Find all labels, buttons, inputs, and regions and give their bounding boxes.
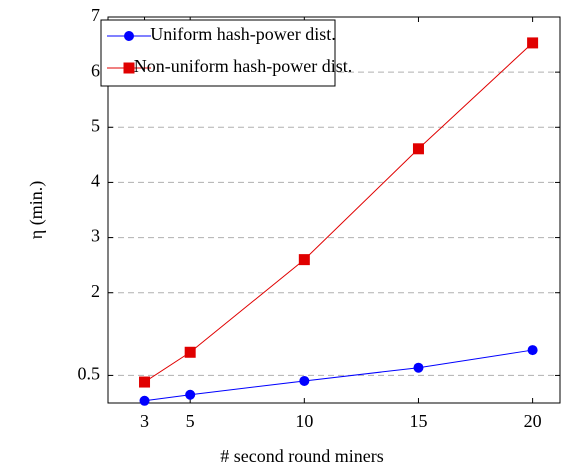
x-tick-label: 10 [295,411,313,431]
plot-frame [107,16,561,404]
x-tick-label: 20 [524,411,542,431]
x-axis-label: # second round miners [220,446,383,466]
x-tick-label: 5 [186,411,195,431]
legend-label: Non-uniform hash-power dist. [134,56,352,76]
y-tick-label: 3 [91,226,100,246]
y-axis-label: η (min.) [26,181,47,239]
legend-label: Uniform hash-power dist. [150,24,335,44]
data-point [527,37,539,49]
y-tick-label: 6 [91,60,100,80]
y-tick-label: 7 [91,5,100,25]
data-point [412,143,424,155]
data-point [413,362,424,373]
data-point [298,254,310,266]
data-point [185,389,196,400]
legend: Uniform hash-power dist. Non-uniform hash… [100,19,352,87]
y-tick-label: 5 [91,115,100,135]
y-tick-label: 4 [91,171,100,191]
y-tick-label: 2 [91,281,100,301]
data-point [527,345,538,356]
legend-marker [123,62,135,74]
data-point [139,376,151,388]
x-tick-label: 15 [409,411,427,431]
legend-marker [124,31,134,41]
y-tick-label: 0.5 [78,364,101,384]
series-line [144,42,533,383]
x-tick-label: 3 [140,411,149,431]
data-point [139,395,150,406]
data-point [184,346,196,358]
data-point [299,375,310,386]
legend-box [100,19,336,87]
